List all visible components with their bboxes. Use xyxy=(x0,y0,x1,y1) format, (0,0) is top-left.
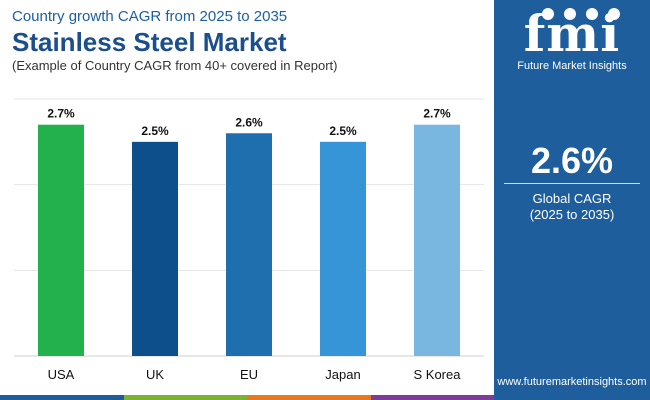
cagr-period: (2025 to 2035) xyxy=(529,207,615,222)
panel-divider xyxy=(504,183,640,184)
strip-segment xyxy=(123,395,247,400)
logo-icons xyxy=(534,8,634,22)
bar-chart-icon xyxy=(542,8,554,20)
company-logo: fmi xyxy=(523,4,621,63)
strip-segment xyxy=(247,395,371,400)
strip-segment xyxy=(370,395,494,400)
global-cagr-label: Global CAGR xyxy=(532,191,612,206)
chart-supertitle: Country growth CAGR from 2025 to 2035 xyxy=(12,8,288,25)
x-tick-label: Japan xyxy=(325,367,360,382)
person-icon xyxy=(586,8,598,20)
website-link[interactable]: www.futuremarketinsights.com xyxy=(497,376,647,388)
bar-chart: 2.7% USA 2.5% UK 2.6% EU 2.5% Japan 2.7% S Korea xyxy=(14,98,484,382)
color-strip xyxy=(0,395,494,400)
bar-eu xyxy=(226,133,272,356)
summary-panel: fmi Future Market Insights 2.6% Global C… xyxy=(494,0,650,400)
x-tick-label: UK xyxy=(146,367,164,382)
data-label: 2.6% xyxy=(235,115,263,129)
brand-name: Future Market Insights xyxy=(517,60,627,72)
chart-subtitle: (Example of Country CAGR from 40+ covere… xyxy=(12,58,338,73)
globe-icon xyxy=(564,8,576,20)
x-tick-label: S Korea xyxy=(414,367,462,382)
bar-s-korea xyxy=(414,124,460,356)
x-tick-label: EU xyxy=(240,367,258,382)
data-label: 2.7% xyxy=(423,107,451,121)
bar-uk xyxy=(132,141,178,356)
chart-title: Stainless Steel Market xyxy=(12,27,287,57)
strip-segment xyxy=(0,395,124,400)
data-label: 2.7% xyxy=(47,107,75,121)
bar-japan xyxy=(320,141,366,356)
data-label: 2.5% xyxy=(141,124,169,138)
x-tick-label: USA xyxy=(48,367,75,382)
global-cagr-value: 2.6% xyxy=(530,140,614,181)
gear-icon xyxy=(608,8,620,20)
bar-usa xyxy=(38,124,84,356)
data-label: 2.5% xyxy=(329,124,357,138)
